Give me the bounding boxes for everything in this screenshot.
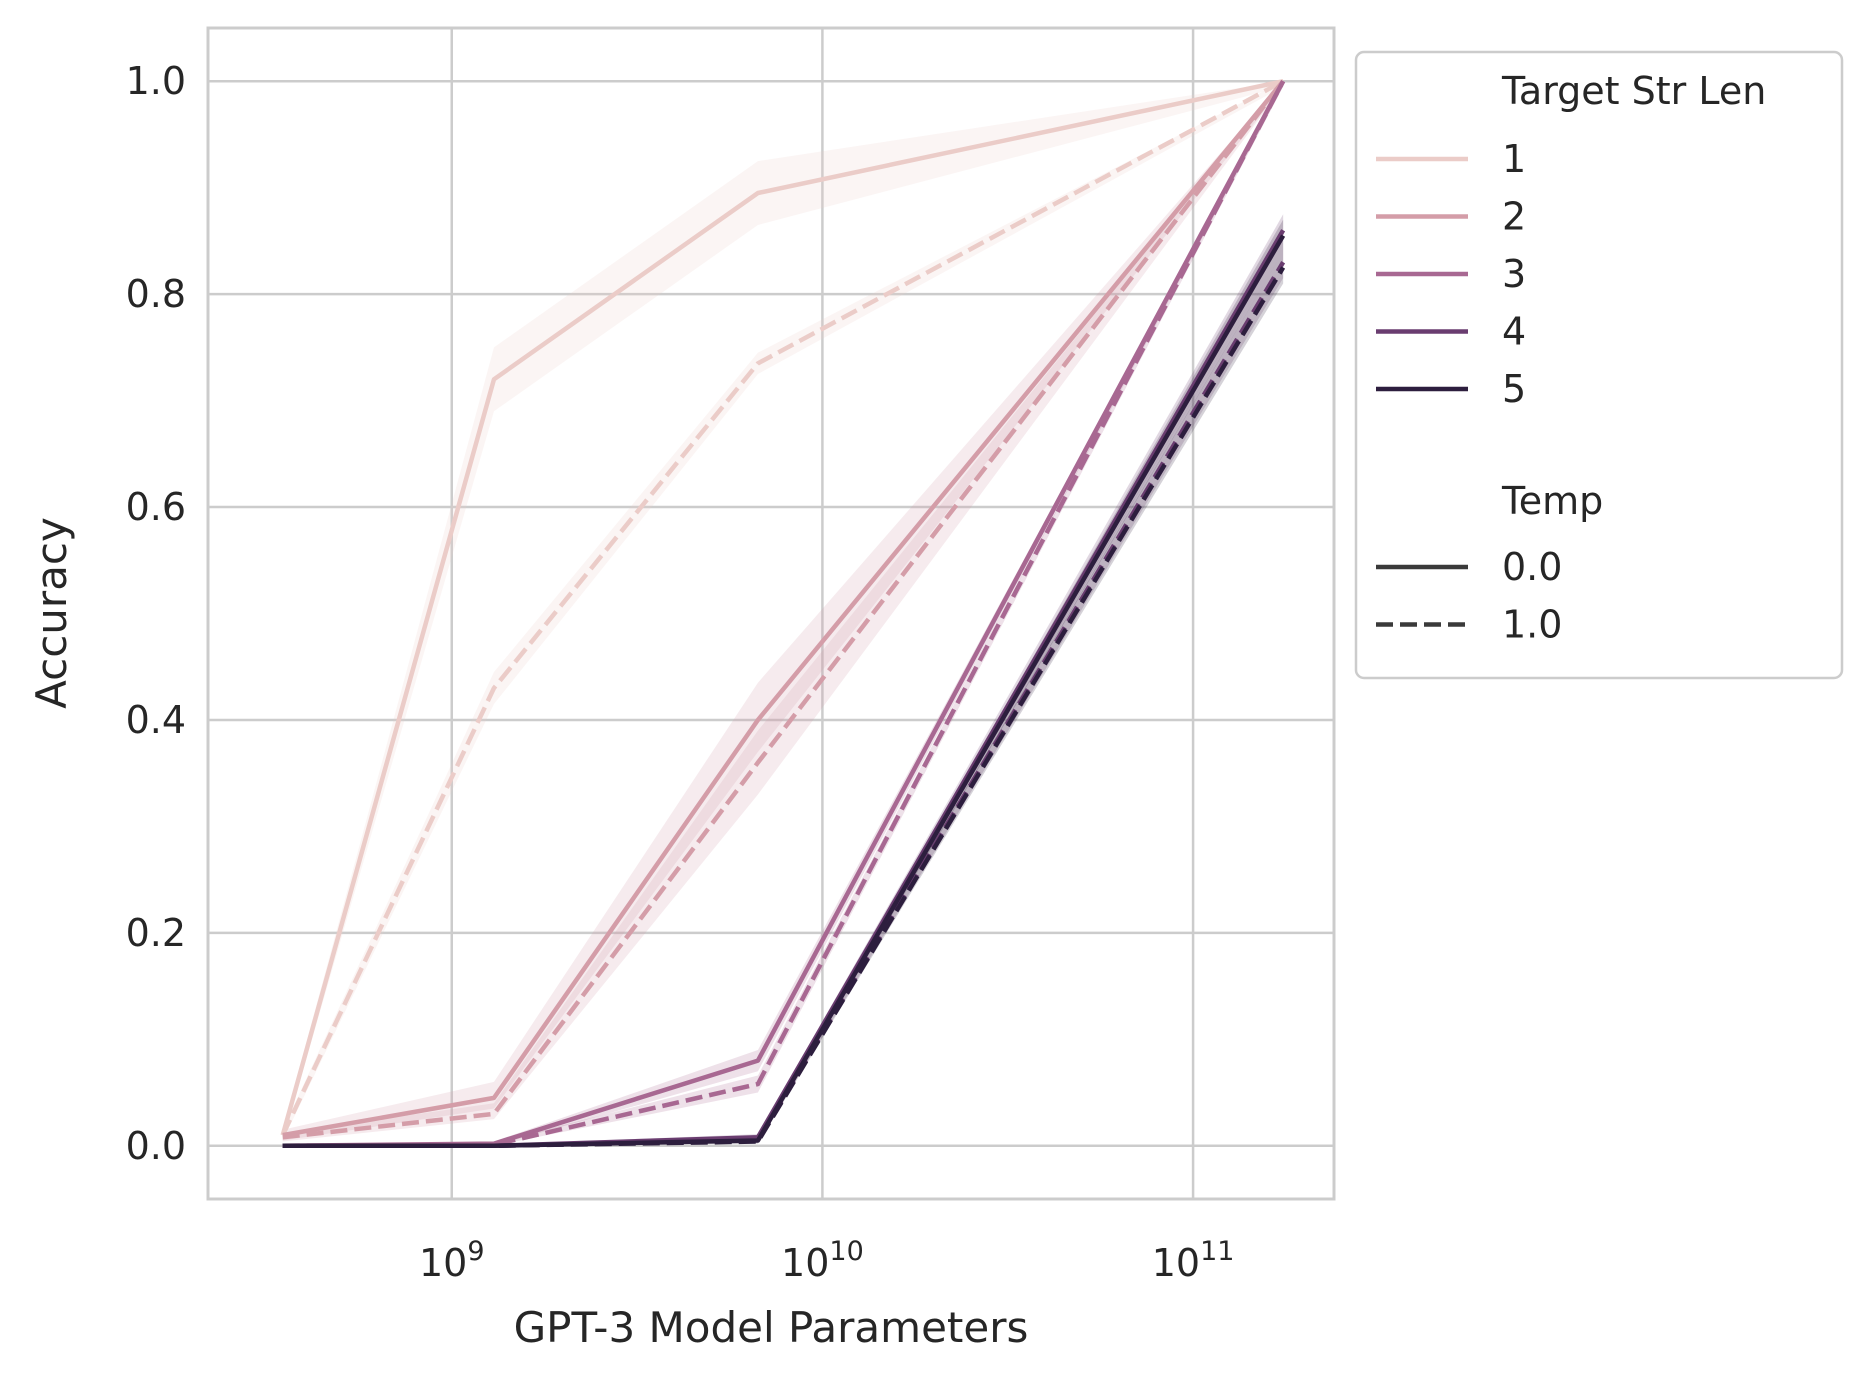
grid-lines (208, 28, 1334, 1199)
legend-label-temp-1.0: 1.0 (1502, 603, 1562, 647)
series-line-len2-temp0.0 (282, 79, 1285, 1138)
legend-label-len4: 4 (1502, 310, 1526, 354)
x-tick-label: 1011 (1152, 1236, 1235, 1285)
y-tick-label: 0.0 (126, 1124, 186, 1168)
legend: Target Str Len Temp 1 2 3 4 5 0.0 1.0 (1354, 50, 1844, 680)
y-tick-labels: 0.0 0.2 0.4 0.6 0.8 1.0 (126, 59, 186, 1168)
legend-label-len2: 2 (1502, 195, 1526, 239)
legend-box (1354, 50, 1844, 680)
x-tick-labels: 109 1010 1011 (419, 1236, 1234, 1285)
y-axis-label: Accuracy (27, 517, 76, 709)
series-line-len5-temp1.0 (282, 266, 1286, 1149)
legend-entries: 1 2 3 4 5 0.0 1.0 (1376, 137, 1562, 647)
y-tick-label: 0.6 (126, 485, 186, 529)
series-line-len2-temp1.0 (282, 79, 1285, 1140)
x-tick-label: 1010 (781, 1236, 864, 1285)
y-tick-label: 0.2 (126, 911, 186, 955)
series-lines (280, 79, 1286, 1149)
x-axis-label: GPT-3 Model Parameters (514, 1303, 1029, 1352)
y-tick-label: 1.0 (126, 59, 186, 103)
confidence-band-len1-temp0.0 (282, 81, 1284, 1141)
legend-hue-title: Target Str Len (1501, 69, 1766, 113)
legend-label-len5: 5 (1502, 367, 1526, 411)
confidence-bands (282, 81, 1284, 1146)
legend-style-title: Temp (1501, 479, 1603, 523)
series-line-len1-temp1.0 (280, 79, 1285, 1137)
y-tick-label: 0.4 (126, 698, 186, 742)
legend-label-temp-0.0: 0.0 (1502, 545, 1562, 589)
legend-label-len3: 3 (1502, 252, 1526, 296)
plot-frame (206, 26, 1336, 1201)
y-tick-label: 0.8 (126, 272, 186, 316)
x-tick-label: 109 (419, 1236, 485, 1285)
legend-label-len1: 1 (1502, 137, 1526, 181)
series-line-len1-temp0.0 (280, 79, 1284, 1136)
